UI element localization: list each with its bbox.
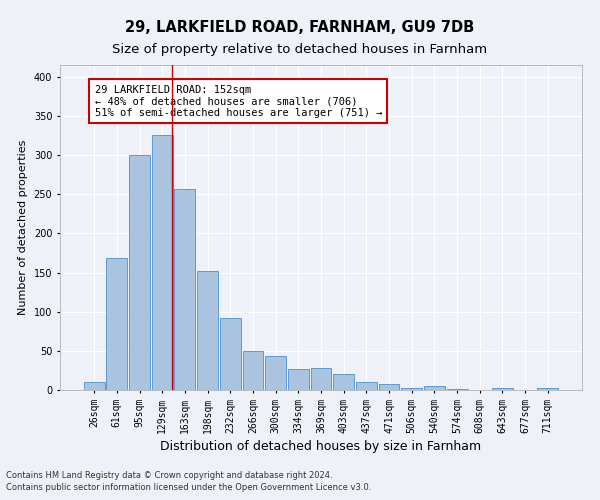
Bar	[538, 388, 558, 390]
Bar	[492, 388, 513, 390]
Bar	[311, 368, 331, 390]
Bar	[333, 374, 354, 390]
Bar	[288, 369, 309, 390]
Text: Size of property relative to detached houses in Farnham: Size of property relative to detached ho…	[112, 42, 488, 56]
Bar	[242, 351, 263, 390]
Bar	[106, 258, 127, 390]
Text: Contains public sector information licensed under the Open Government Licence v3: Contains public sector information licen…	[6, 484, 371, 492]
Bar	[401, 388, 422, 390]
Bar	[152, 136, 173, 390]
Text: Contains HM Land Registry data © Crown copyright and database right 2024.: Contains HM Land Registry data © Crown c…	[6, 471, 332, 480]
Bar	[197, 271, 218, 390]
Bar	[129, 155, 150, 390]
Bar	[175, 188, 196, 390]
Bar	[446, 389, 467, 390]
Bar	[424, 386, 445, 390]
Bar	[265, 356, 286, 390]
Text: 29, LARKFIELD ROAD, FARNHAM, GU9 7DB: 29, LARKFIELD ROAD, FARNHAM, GU9 7DB	[125, 20, 475, 35]
Bar	[356, 382, 377, 390]
Text: 29 LARKFIELD ROAD: 152sqm
← 48% of detached houses are smaller (706)
51% of semi: 29 LARKFIELD ROAD: 152sqm ← 48% of detac…	[95, 84, 382, 118]
Bar	[84, 382, 104, 390]
Bar	[220, 318, 241, 390]
X-axis label: Distribution of detached houses by size in Farnham: Distribution of detached houses by size …	[160, 440, 482, 453]
Bar	[379, 384, 400, 390]
Y-axis label: Number of detached properties: Number of detached properties	[18, 140, 28, 315]
